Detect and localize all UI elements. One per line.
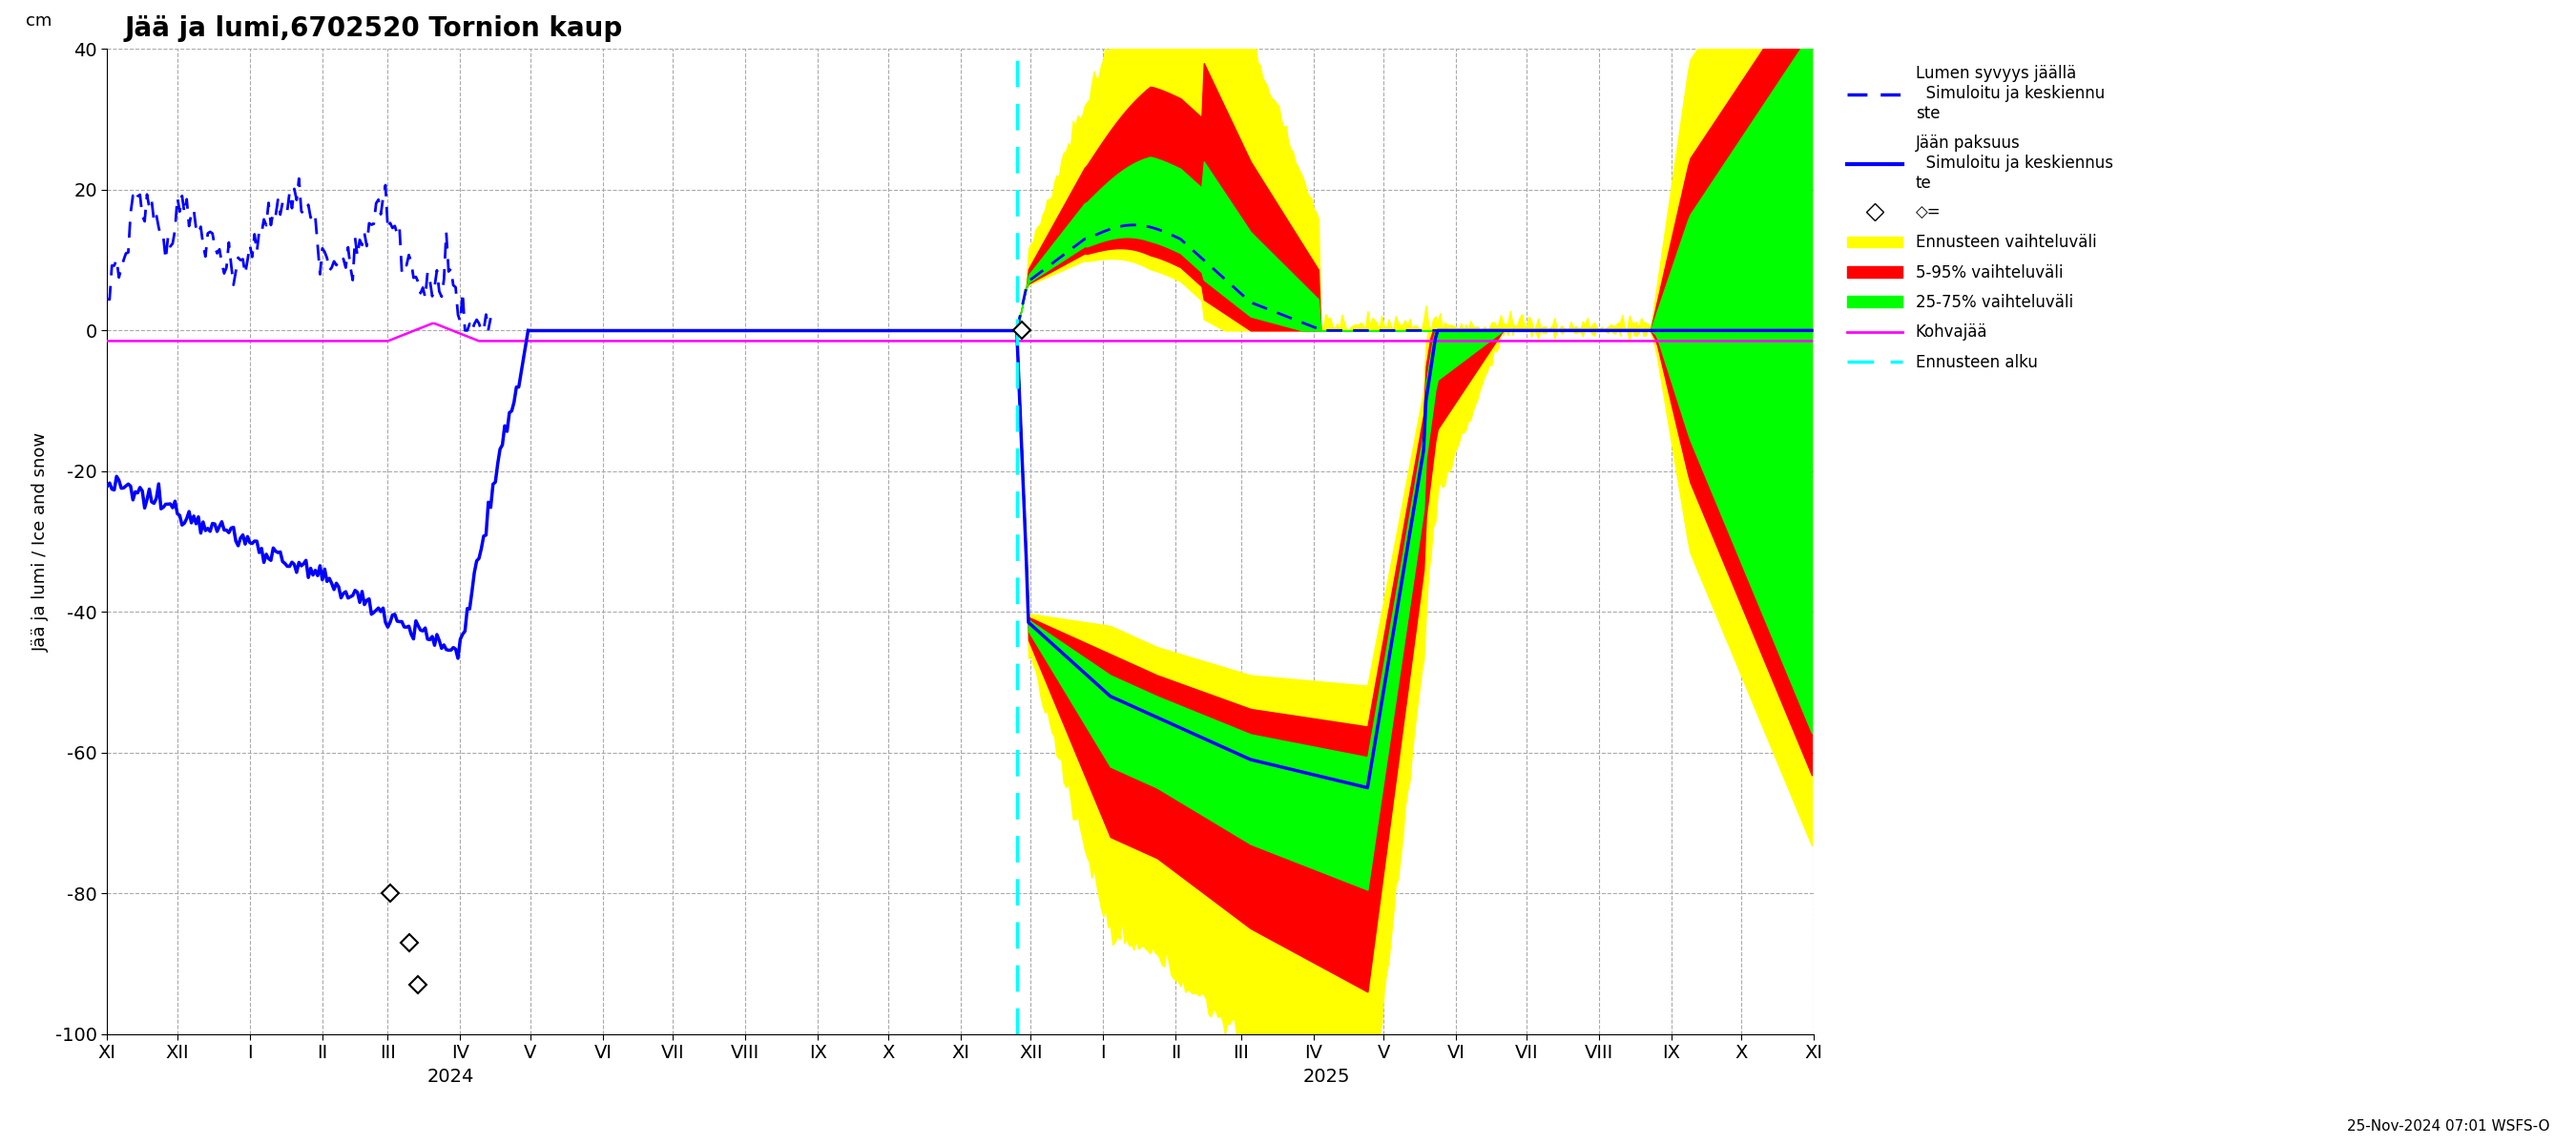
Text: 25-Nov-2024 07:01 WSFS-O: 25-Nov-2024 07:01 WSFS-O (2347, 1120, 2550, 1134)
Legend: Lumen syvyys jäällä
  Simuloitu ja keskiennu
ste, Jään paksuus
  Simuloitu ja ke: Lumen syvyys jäällä Simuloitu ja keskien… (1839, 57, 2120, 379)
Text: 2025: 2025 (1303, 1067, 1350, 1085)
Text: cm: cm (26, 13, 52, 30)
Text: Jää ja lumi,6702520 Tornion kaup: Jää ja lumi,6702520 Tornion kaup (124, 15, 623, 41)
Y-axis label: Jää ja lumi / Ice and snow: Jää ja lumi / Ice and snow (33, 432, 49, 652)
Text: 2024: 2024 (428, 1067, 474, 1085)
